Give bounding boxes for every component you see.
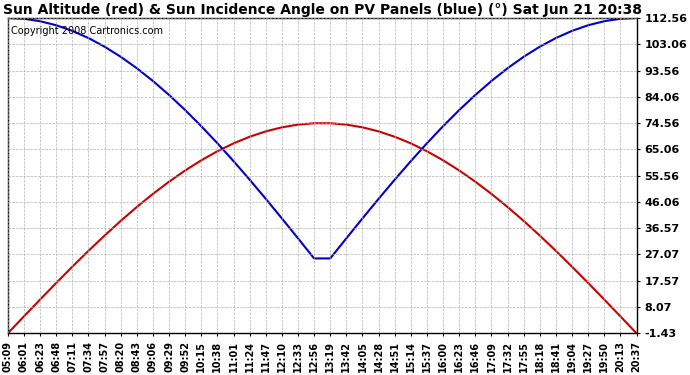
Title: Sun Altitude (red) & Sun Incidence Angle on PV Panels (blue) (°) Sat Jun 21 20:3: Sun Altitude (red) & Sun Incidence Angle… xyxy=(3,3,642,17)
Text: Copyright 2008 Cartronics.com: Copyright 2008 Cartronics.com xyxy=(11,26,163,36)
